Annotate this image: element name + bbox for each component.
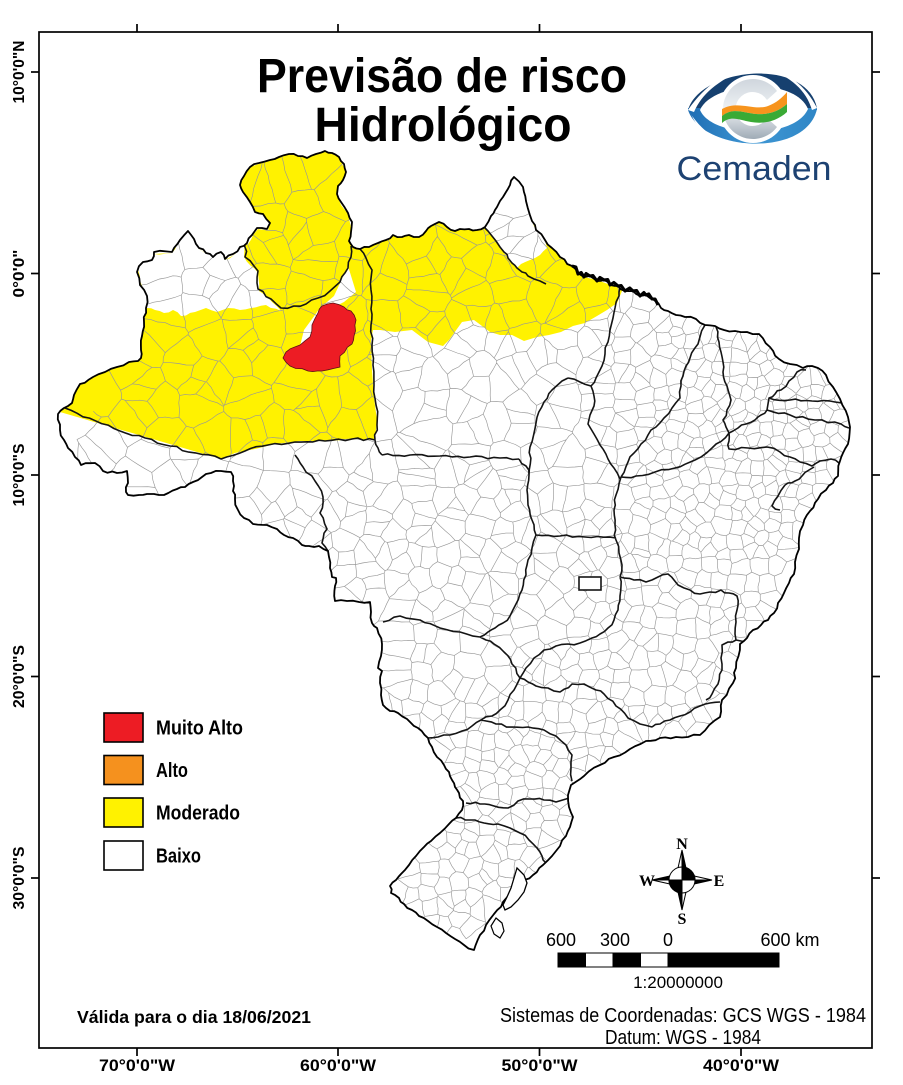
svg-text:50°0'0"W: 50°0'0"W bbox=[502, 1057, 578, 1075]
svg-text:S: S bbox=[678, 911, 687, 928]
svg-text:600 km: 600 km bbox=[760, 930, 819, 950]
svg-text:W: W bbox=[639, 873, 655, 890]
svg-text:40°0'0"W: 40°0'0"W bbox=[703, 1057, 779, 1075]
svg-text:30°0'0"S: 30°0'0"S bbox=[11, 847, 28, 910]
svg-text:1:20000000: 1:20000000 bbox=[633, 973, 723, 992]
svg-text:300: 300 bbox=[600, 930, 630, 950]
svg-text:0°0'0": 0°0'0" bbox=[11, 250, 28, 298]
svg-text:Baixo: Baixo bbox=[156, 846, 201, 868]
svg-text:20°0'0"S: 20°0'0"S bbox=[11, 645, 28, 708]
svg-text:Moderado: Moderado bbox=[156, 803, 240, 825]
svg-text:70°0'0"W: 70°0'0"W bbox=[99, 1057, 175, 1075]
svg-text:N: N bbox=[676, 836, 688, 853]
svg-text:Cemaden: Cemaden bbox=[677, 150, 832, 188]
svg-text:10°0'0"N: 10°0'0"N bbox=[11, 41, 28, 104]
svg-text:Válida para o dia 18/06/2021: Válida para o dia 18/06/2021 bbox=[77, 1007, 311, 1027]
svg-text:Alto: Alto bbox=[156, 760, 188, 782]
svg-text:0: 0 bbox=[663, 930, 673, 950]
svg-text:60°0'0"W: 60°0'0"W bbox=[300, 1057, 376, 1075]
svg-text:600: 600 bbox=[546, 930, 576, 950]
svg-text:Datum: WGS - 1984: Datum: WGS - 1984 bbox=[605, 1027, 761, 1049]
svg-text:Previsão de risco: Previsão de risco bbox=[257, 50, 627, 103]
svg-text:Muito Alto: Muito Alto bbox=[156, 718, 243, 740]
svg-text:Hidrológico: Hidrológico bbox=[315, 99, 572, 152]
svg-text:10°0'0"S: 10°0'0"S bbox=[11, 444, 28, 507]
svg-text:Sistemas de Coordenadas: GCS W: Sistemas de Coordenadas: GCS WGS - 1984 bbox=[500, 1005, 866, 1027]
svg-text:E: E bbox=[714, 873, 725, 890]
